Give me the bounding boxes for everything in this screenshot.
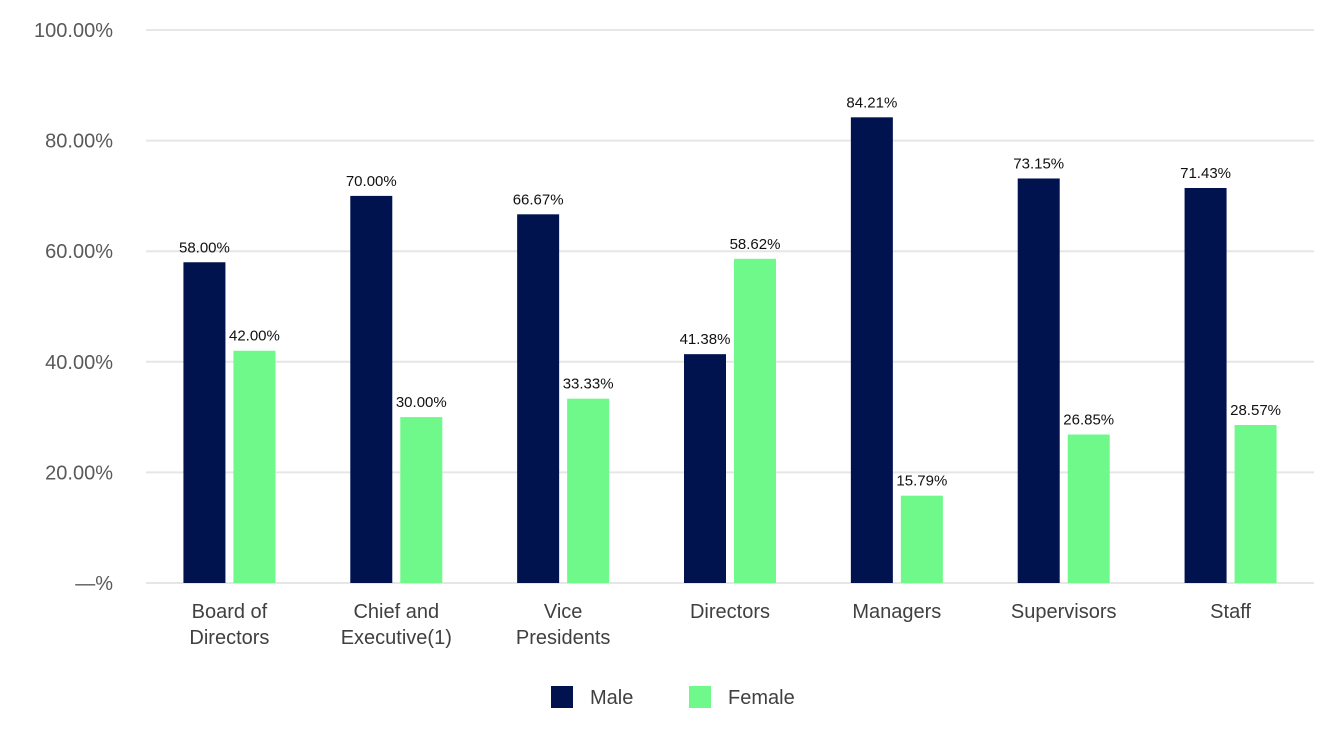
x-category-label-line: Directors xyxy=(189,627,269,649)
y-tick-label: 40.00% xyxy=(45,352,113,374)
x-category-label-line: Executive(1) xyxy=(341,627,452,649)
y-tick-label: 20.00% xyxy=(45,462,113,484)
legend-swatch-female xyxy=(689,686,711,708)
legend-swatch-male xyxy=(551,686,573,708)
data-label-female: 42.00% xyxy=(229,328,280,345)
bar-male xyxy=(517,214,560,584)
legend: Male Female xyxy=(551,686,795,709)
y-tick-label: 60.00% xyxy=(45,241,113,263)
bar-male xyxy=(350,195,393,583)
bar-male xyxy=(850,117,893,584)
x-category-label: Board of Directors xyxy=(189,601,269,649)
data-label-male: 73.15% xyxy=(1013,155,1064,172)
x-category-label-line: Staff xyxy=(1210,601,1251,623)
data-label-female: 28.57% xyxy=(1230,402,1281,419)
x-category-label-line: Supervisors xyxy=(1011,601,1117,623)
data-labels: 58.00% 42.00% 70.00% 30.00% 66.67% 33.33% 41.3… xyxy=(179,94,1281,489)
x-category-label: Vice Presidents xyxy=(516,601,611,649)
x-category-label-line: Managers xyxy=(852,601,941,623)
data-label-male: 41.38% xyxy=(680,331,731,348)
x-category-label-line: Board of xyxy=(192,601,268,623)
x-category-label-line: Chief and xyxy=(353,601,439,623)
data-label-male: 70.00% xyxy=(346,173,397,190)
x-category-label-line: Directors xyxy=(690,601,770,623)
bar-male xyxy=(1017,178,1060,583)
legend-label-female: Female xyxy=(728,687,795,709)
bar-female xyxy=(567,398,610,583)
data-label-female: 15.79% xyxy=(896,473,947,490)
y-axis-ticks: —% 20.00% 40.00% 60.00% 80.00% 100.00% xyxy=(34,20,113,595)
x-category-label: Managers xyxy=(852,601,941,623)
x-category-label-line: Vice xyxy=(544,601,583,623)
bar-female xyxy=(734,258,776,583)
data-label-male: 84.21% xyxy=(846,94,897,111)
bar-female xyxy=(233,350,276,583)
x-category-label: Directors xyxy=(690,601,770,623)
data-label-female: 26.85% xyxy=(1063,412,1114,429)
x-category-label: Supervisors xyxy=(1011,601,1117,623)
bar-female xyxy=(900,495,943,583)
data-label-male: 66.67% xyxy=(513,191,564,208)
x-axis-categories: Board of Directors Chief and Executive(1) Vi… xyxy=(189,601,1251,649)
y-tick-label: 80.00% xyxy=(45,131,113,153)
gridlines xyxy=(146,29,1314,584)
bar-female xyxy=(400,417,443,583)
data-label-female: 30.00% xyxy=(396,394,447,411)
x-category-label: Chief and Executive(1) xyxy=(341,601,452,649)
data-label-female: 58.62% xyxy=(730,236,781,253)
legend-label-male: Male xyxy=(590,687,633,709)
data-label-female: 33.33% xyxy=(563,376,614,393)
bar-male xyxy=(1184,187,1227,583)
y-tick-label: 100.00% xyxy=(34,20,113,42)
bar-female xyxy=(1067,434,1110,583)
data-label-male: 71.43% xyxy=(1180,165,1231,182)
y-tick-label: —% xyxy=(75,573,113,595)
bar-male xyxy=(684,354,726,583)
x-category-label: Staff xyxy=(1210,601,1251,623)
data-label-male: 58.00% xyxy=(179,239,230,256)
bar-male xyxy=(183,262,226,583)
bar-female xyxy=(1234,425,1277,583)
bars xyxy=(183,117,1277,584)
x-category-label-line: Presidents xyxy=(516,627,611,649)
